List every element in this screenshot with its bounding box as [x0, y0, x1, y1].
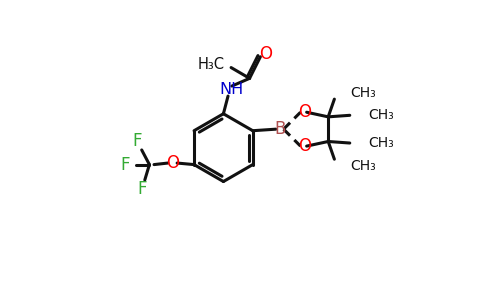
Text: F: F [137, 180, 147, 198]
Text: CH₃: CH₃ [350, 159, 376, 173]
Text: CH₃: CH₃ [350, 86, 376, 100]
Text: O: O [166, 154, 179, 172]
Text: H₃C: H₃C [198, 57, 225, 72]
Text: O: O [299, 103, 312, 121]
Text: F: F [132, 133, 142, 151]
Text: CH₃: CH₃ [368, 108, 394, 122]
Text: CH₃: CH₃ [368, 136, 394, 150]
Text: F: F [121, 156, 130, 174]
Text: NH: NH [220, 82, 244, 97]
Text: O: O [299, 137, 312, 155]
Text: B: B [275, 120, 286, 138]
Text: O: O [259, 45, 272, 63]
